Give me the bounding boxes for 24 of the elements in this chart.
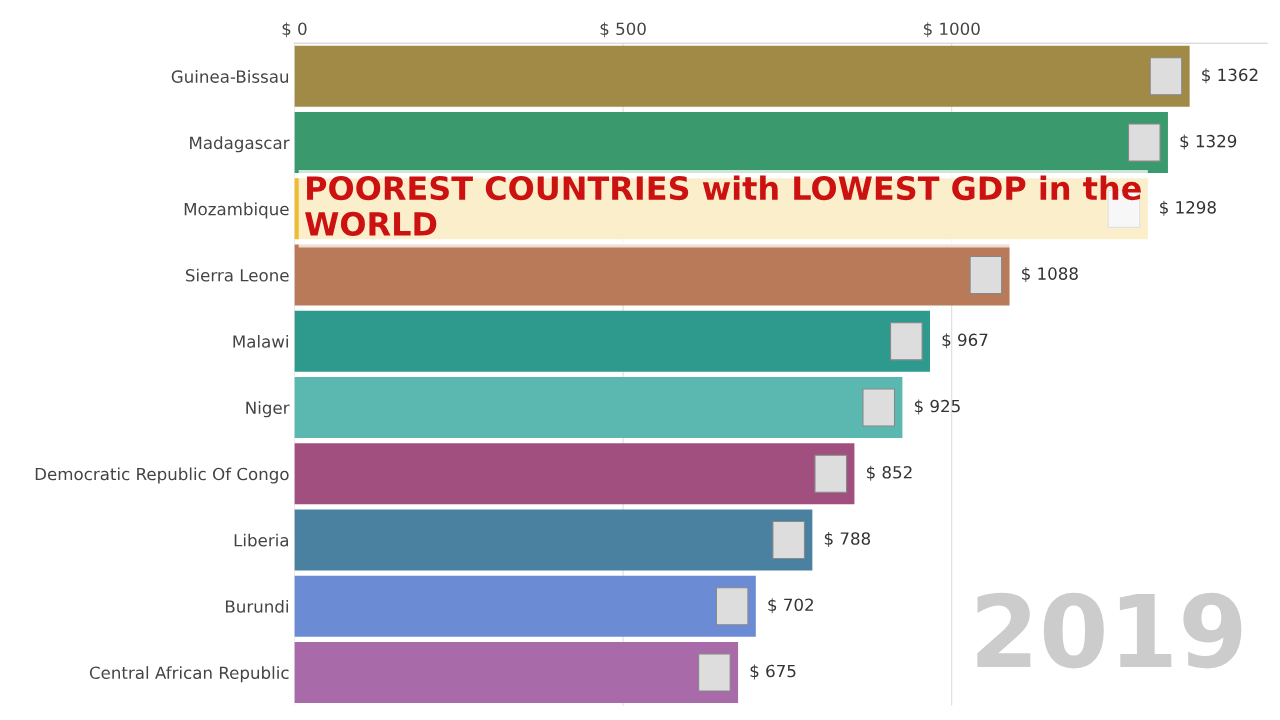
x-tick-label: $ 0 — [282, 22, 307, 38]
data-label: $ 1329 — [1180, 134, 1237, 150]
y-tick-label: Central African Republic — [89, 666, 289, 683]
data-label: $ 1362 — [1202, 68, 1258, 84]
data-label: $ 852 — [866, 465, 912, 481]
y-tick-label: Liberia — [234, 533, 289, 547]
y-tick-label: Sierra Leone — [185, 268, 289, 282]
data-label: $ 967 — [942, 333, 988, 349]
x-tick-label: $ 500 — [600, 22, 646, 38]
x-tick-label: $ 1000 — [923, 22, 980, 38]
y-tick-label: Mozambique — [184, 202, 289, 219]
data-label: $ 1088 — [1022, 266, 1078, 283]
data-label: $ 788 — [824, 531, 871, 548]
data-label: $ 925 — [914, 399, 960, 415]
y-tick-label: Guinea-Bissau — [171, 69, 289, 83]
data-label: $ 702 — [768, 598, 813, 614]
y-tick-label: Democratic Republic Of Congo — [35, 467, 289, 484]
data-label: $ 1298 — [1160, 200, 1216, 216]
y-tick-label: Burundi — [225, 599, 288, 613]
text: POOREST COUNTRIES with LOWEST GDP in the WORLD — [305, 175, 1141, 236]
y-tick-label: Niger — [246, 401, 290, 418]
y-tick-label: Madagascar — [190, 136, 290, 153]
data-label: $ 675 — [750, 664, 796, 680]
y-tick-label: Malawi — [233, 334, 288, 348]
